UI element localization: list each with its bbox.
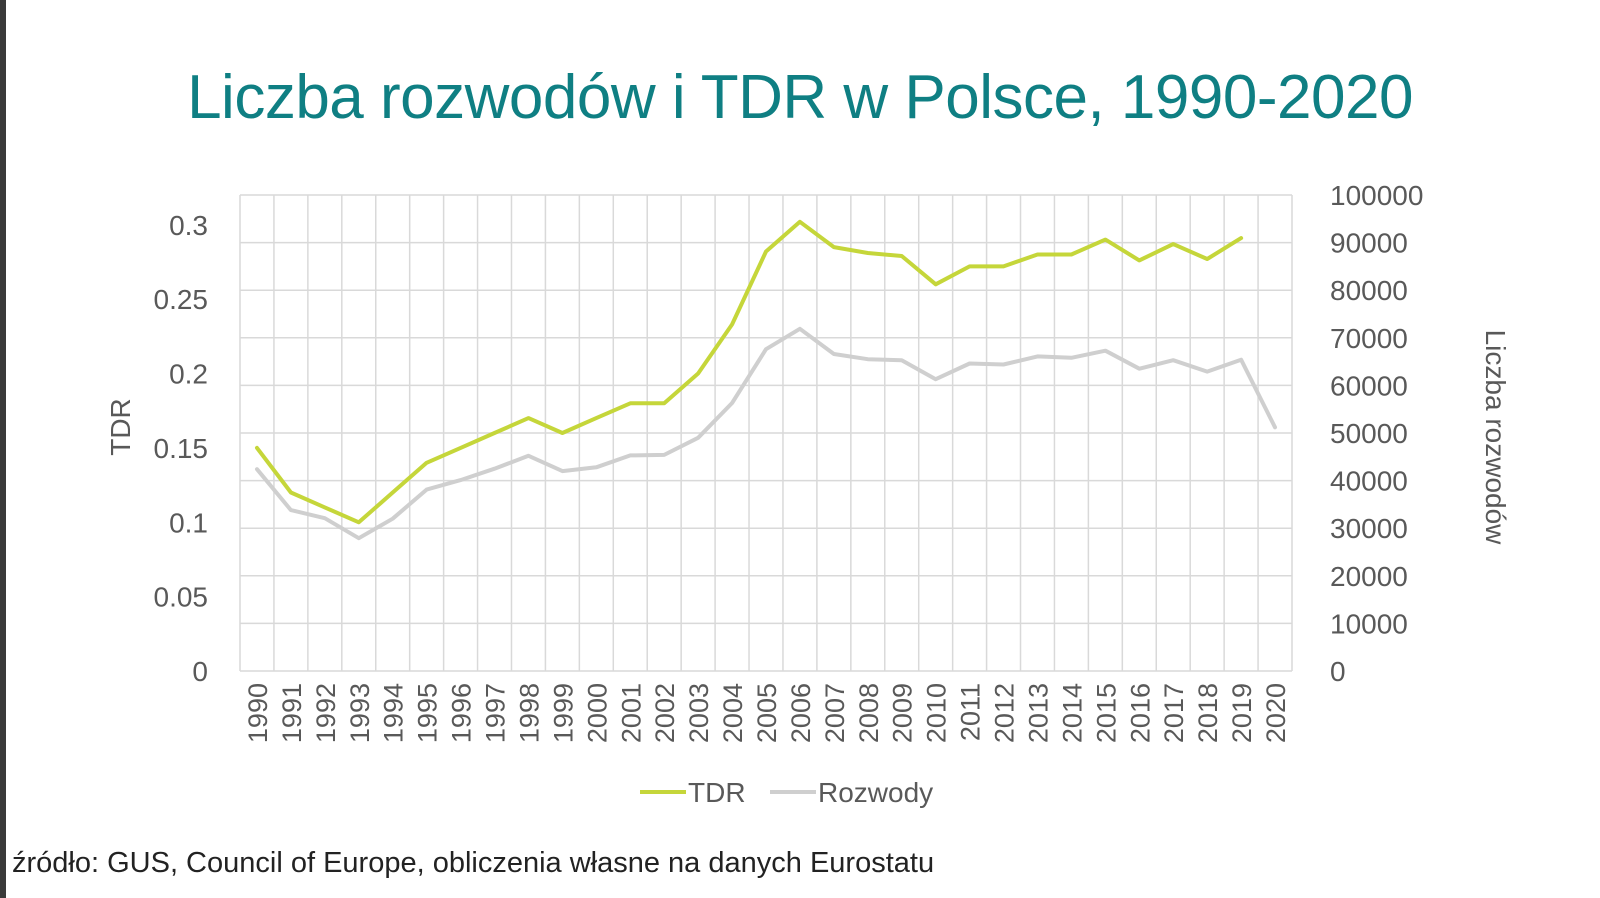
x-tick-label: 1993 xyxy=(345,683,375,743)
right-tick-label: 50000 xyxy=(1330,418,1408,449)
right-tick-label: 0 xyxy=(1330,656,1346,687)
window-edge xyxy=(0,0,6,898)
x-tick-label: 1996 xyxy=(447,683,477,743)
x-tick-label: 1999 xyxy=(548,683,578,743)
right-tick-label: 90000 xyxy=(1330,228,1408,259)
right-tick-label: 70000 xyxy=(1330,323,1408,354)
left-tick-label: 0 xyxy=(192,656,208,687)
x-tick-label: 2012 xyxy=(990,683,1020,743)
x-tick-label: 2014 xyxy=(1057,683,1087,743)
legend-label-rozwody: Rozwody xyxy=(818,777,933,808)
left-tick-label: 0.3 xyxy=(169,210,208,241)
x-tick-label: 1992 xyxy=(311,683,341,743)
series-line-rozwody xyxy=(255,326,1277,541)
source-note: źródło: GUS, Council of Europe, obliczen… xyxy=(12,847,935,879)
x-tick-label: 2003 xyxy=(684,683,714,743)
x-tick-label: 2015 xyxy=(1091,683,1121,743)
right-tick-label: 10000 xyxy=(1330,608,1408,639)
x-tick-label: 1994 xyxy=(379,683,409,743)
series-line-tdr xyxy=(255,219,1244,525)
x-tick-label: 2007 xyxy=(820,683,850,743)
x-tick-label: 1990 xyxy=(243,683,273,743)
x-tick-label: 2017 xyxy=(1159,683,1189,743)
x-tick-label: 1998 xyxy=(514,683,544,743)
right-tick-label: 20000 xyxy=(1330,561,1408,592)
x-tick-label: 1991 xyxy=(277,683,307,743)
x-tick-label: 2010 xyxy=(922,683,952,743)
x-tick-label: 2004 xyxy=(718,683,748,743)
left-tick-label: 0.1 xyxy=(169,507,208,538)
left-tick-label: 0.15 xyxy=(154,433,209,464)
x-tick-label: 2019 xyxy=(1227,683,1257,743)
left-tick-label: 0.25 xyxy=(154,284,209,315)
x-tick-label: 2013 xyxy=(1023,683,1053,743)
right-tick-label: 80000 xyxy=(1330,275,1408,306)
chart-title: Liczba rozwodów i TDR w Polsce, 1990-202… xyxy=(187,63,1413,132)
x-tick-label: 2008 xyxy=(854,683,884,743)
x-tick-label: 2009 xyxy=(888,683,918,743)
left-axis-title: TDR xyxy=(105,398,136,456)
x-tick-label: 2005 xyxy=(752,683,782,743)
x-tick-label: 1997 xyxy=(481,683,511,743)
x-tick-label: 2020 xyxy=(1261,683,1291,743)
x-tick-label: 2001 xyxy=(616,683,646,743)
right-tick-label: 100000 xyxy=(1330,180,1423,211)
right-axis-title: Liczba rozwodów xyxy=(1480,330,1511,546)
right-tick-label: 60000 xyxy=(1330,370,1408,401)
left-tick-label: 0.2 xyxy=(169,359,208,390)
x-tick-label: 2006 xyxy=(786,683,816,743)
x-tick-label: 2018 xyxy=(1193,683,1223,743)
x-tick-label: 2000 xyxy=(582,683,612,743)
x-tick-label: 1995 xyxy=(413,683,443,743)
x-tick-label: 2002 xyxy=(650,683,680,743)
x-tick-label: 2011 xyxy=(956,683,986,741)
left-tick-label: 0.05 xyxy=(154,582,209,613)
legend-label-tdr: TDR xyxy=(688,777,746,808)
right-tick-label: 40000 xyxy=(1330,466,1408,497)
right-tick-label: 30000 xyxy=(1330,513,1408,544)
x-tick-label: 2016 xyxy=(1125,683,1155,743)
